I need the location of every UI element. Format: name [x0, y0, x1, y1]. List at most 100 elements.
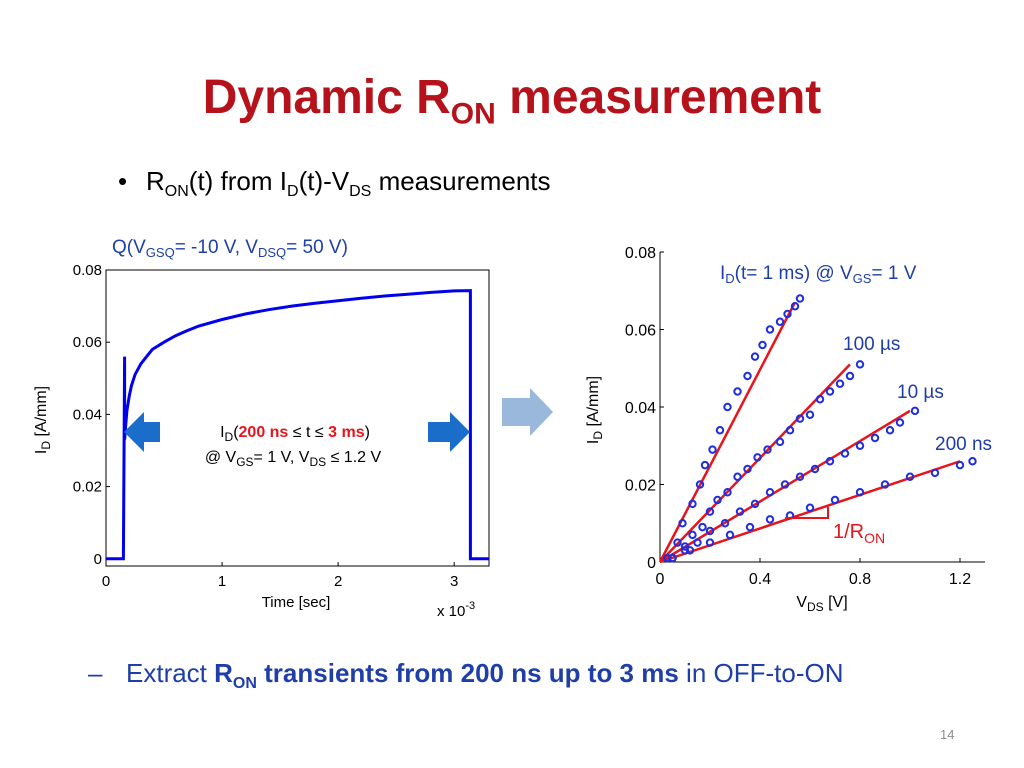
right-chart-point	[968, 457, 977, 466]
right-chart-point	[693, 538, 702, 547]
right-chart-point	[743, 371, 752, 381]
right-chart-y-tick-label: 0.06	[625, 323, 656, 340]
right-chart-point	[910, 406, 920, 416]
right-chart-point	[930, 468, 940, 478]
right-chart-xlabel: VDS [V]	[796, 594, 847, 614]
right-chart-point	[810, 464, 820, 474]
right-chart-series-label-100us: 100 µs	[843, 334, 900, 355]
right-chart-point	[835, 379, 845, 388]
right-chart-point	[745, 522, 755, 532]
right-chart-point	[783, 309, 792, 319]
left-chart-ticks: 0 1 2 3 0 0.02 0.04 0.06 0.08	[73, 262, 459, 590]
right-chart-point	[698, 522, 707, 532]
left-chart-xlabel: Time [sec]	[262, 594, 331, 611]
right-chart-point	[713, 495, 722, 505]
right-chart-point	[750, 352, 760, 361]
left-chart-annotation-line2: @ VGS= 1 V, VDS ≤ 1.2 V	[205, 449, 382, 469]
right-chart-point	[723, 488, 732, 497]
right-chart-series-label-1ms: ID(t= 1 ms) @ VGS= 1 V	[720, 263, 917, 286]
right-chart-point	[720, 519, 730, 528]
right-chart-point	[795, 294, 805, 303]
right-chart-point	[753, 453, 762, 462]
right-chart-point	[680, 546, 690, 555]
right-chart-point	[765, 515, 775, 524]
right-chart-y-tick-label: 0.02	[625, 478, 656, 495]
right-chart-ylabel: ID [A/mm]	[585, 376, 605, 444]
slope-label: 1/RON	[833, 521, 885, 546]
left-chart-y-tick-label: 0.08	[73, 262, 102, 279]
bullet-dot: •	[118, 166, 128, 196]
right-chart-point	[905, 472, 915, 481]
right-chart-point	[705, 507, 715, 516]
right-chart-point	[885, 426, 895, 435]
right-chart-point	[765, 488, 775, 497]
right-chart-point	[895, 418, 905, 427]
right-chart-point	[673, 538, 682, 547]
left-chart-x-multiplier: x 10-3	[437, 600, 475, 620]
right-chart-point	[705, 538, 715, 547]
right-chart-point	[840, 449, 850, 458]
right-chart-point	[805, 410, 815, 419]
left-chart-x-tick-label: 2	[334, 573, 342, 590]
left-arrow-icon	[124, 412, 160, 452]
right-chart-point	[663, 553, 672, 563]
right-chart-point	[725, 530, 735, 540]
right-arrow-icon	[428, 412, 470, 452]
right-chart-points	[663, 294, 977, 563]
right-chart-x-tick-label: 0	[656, 571, 665, 588]
left-chart-x-tick-label: 3	[450, 573, 458, 590]
right-chart-point	[715, 426, 725, 435]
right-chart-fit-line	[659, 409, 911, 564]
left-chart-annotation-top: Q(VGSQ= -10 V, VDSQ= 50 V)	[112, 237, 348, 260]
right-chart-point	[695, 480, 705, 489]
dash: –	[88, 658, 103, 688]
right-chart-y-tick-label: 0.08	[625, 245, 656, 262]
right-chart-point	[700, 460, 710, 470]
right-chart-point	[765, 325, 775, 334]
right-chart-x-tick-label: 0.8	[849, 571, 871, 588]
right-chart-point	[680, 542, 690, 551]
bullet-line: • RON(t) from ID(t)-VDS measurements	[118, 166, 551, 201]
right-chart-x-tick-label: 1.2	[949, 571, 971, 588]
right-chart-point	[805, 503, 815, 512]
left-chart-y-tick-label: 0	[94, 551, 102, 568]
right-chart-point	[830, 495, 840, 505]
right-chart-y-tick-label: 0	[647, 555, 656, 572]
right-chart-point	[775, 317, 785, 326]
right-chart-point	[855, 488, 865, 497]
right-chart-point	[780, 480, 790, 489]
right-chart-point	[795, 414, 805, 423]
right-chart-point	[795, 472, 805, 481]
left-chart-frame	[105, 269, 490, 567]
right-chart-point	[688, 530, 697, 540]
right-chart-point	[668, 553, 677, 563]
right-chart-ticks: 0 0.4 0.8 1.2 0 0.02 0.04 0.06 0.08	[625, 245, 971, 588]
right-chart-point	[733, 472, 742, 481]
right-chart-point	[733, 387, 742, 396]
right-chart-point	[870, 433, 880, 443]
right-chart-x-tick-label: 0.4	[749, 571, 771, 588]
right-chart-point	[743, 464, 752, 474]
left-chart-y-tick-label: 0.02	[73, 479, 102, 496]
left-chart-ylabel: ID [A/mm]	[33, 386, 53, 454]
right-chart-point	[790, 302, 800, 311]
right-chart-point	[855, 441, 865, 450]
right-chart-point	[815, 395, 825, 404]
right-chart-point	[825, 387, 835, 396]
right-chart-point	[855, 360, 865, 369]
right-chart-y-tick-label: 0.04	[625, 400, 656, 417]
right-chart-fit-lines	[658, 301, 961, 564]
right-chart-point	[825, 457, 835, 466]
right-chart-point	[758, 340, 767, 350]
left-chart-x-tick-label: 1	[218, 573, 226, 590]
right-chart-point	[955, 460, 965, 470]
slide-title: Dynamic RON measurement	[202, 71, 822, 131]
right-chart-point	[735, 507, 745, 516]
right-chart-series-label-200ns: 200 ns	[935, 434, 992, 455]
page-number: 14	[940, 727, 955, 742]
slope-triangle	[785, 507, 829, 519]
right-chart-point	[775, 437, 785, 447]
right-chart-point	[763, 445, 772, 454]
left-chart-annotation-line1: ID(200 ns ≤ t ≤ 3 ms)	[220, 424, 370, 444]
right-chart-point	[685, 546, 695, 555]
